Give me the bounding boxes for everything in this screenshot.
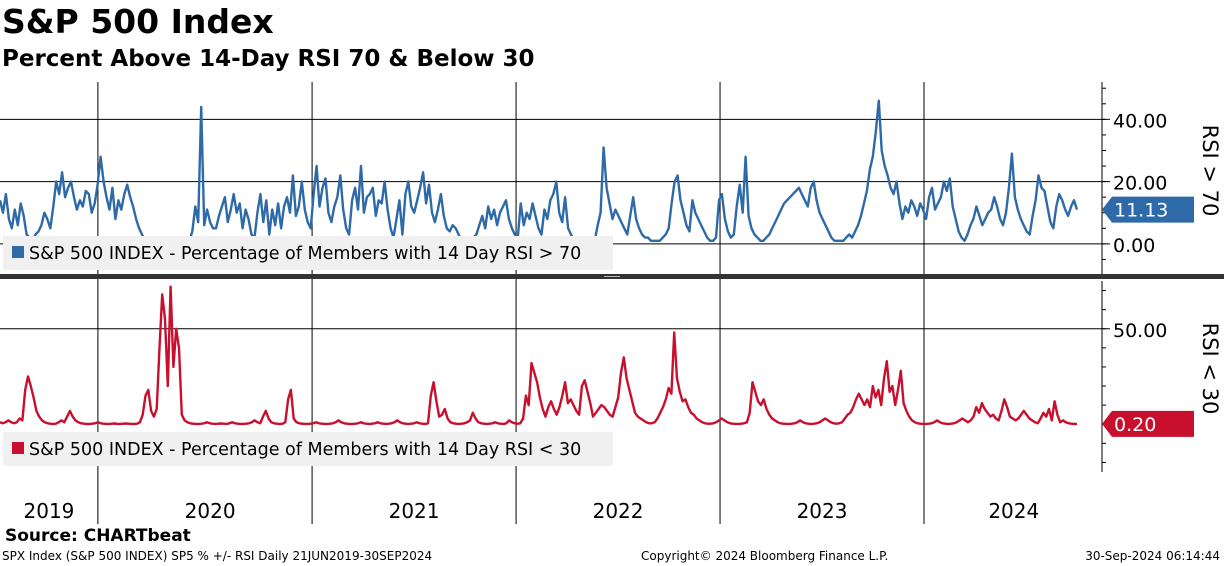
x-tick-label-2022: 2022 [593,499,644,523]
lower-axis-title: RSI < 30 [1198,323,1222,415]
lower-series-line [0,285,1077,426]
x-tick-label-2023: 2023 [797,499,848,523]
upper-last-value-label: 11.13 [1114,200,1168,222]
x-tick-label-2024: 2024 [988,499,1039,523]
lower-legend-box [3,432,613,466]
axis-layer: 0.00 20.00 40.00 11.13 RSI > 70 50.00 0.20 RSI … [0,82,1224,523]
lower-last-value-label: 0.20 [1114,414,1156,436]
upper-legend-box [3,236,613,270]
upper-legend-label: S&P 500 INDEX - Percentage of Members wi… [29,244,581,264]
x-tick-label-2021: 2021 [389,499,440,523]
x-tick-label-2020: 2020 [185,499,236,523]
upper-ytick-label-2: 40.00 [1113,110,1167,132]
upper-axis-title: RSI > 70 [1198,125,1222,217]
upper-last-value-flag [1102,196,1194,223]
source-label: Source: CHARTbeat [5,526,191,546]
x-tick-label-2019: 2019 [24,499,75,523]
lower-ytick-label-0: 50.00 [1113,320,1167,342]
chart-title: S&P 500 Index [2,2,274,41]
upper-series-line [0,99,1079,242]
lower-legend-label: S&P 500 INDEX - Percentage of Members wi… [29,440,581,460]
lower-legend-swatch [12,442,24,454]
chart-subtitle: Percent Above 14-Day RSI 70 & Below 30 [2,46,535,72]
upper-ytick-label-1: 20.00 [1113,173,1167,195]
legend-layer: S&P 500 INDEX - Percentage of Members wi… [3,236,613,466]
upper-ytick-label-0: 0.00 [1113,235,1155,257]
footer-timestamp: 30-Sep-2024 06:14:44 [1085,549,1220,563]
upper-legend-swatch [12,246,24,258]
lower-last-value-flag [1102,410,1194,437]
footer-copyright: Copyright© 2024 Bloomberg Finance L.P. [641,549,889,563]
footer-series-info: SPX Index (S&P 500 INDEX) SP5 % +/- RSI … [2,549,433,563]
